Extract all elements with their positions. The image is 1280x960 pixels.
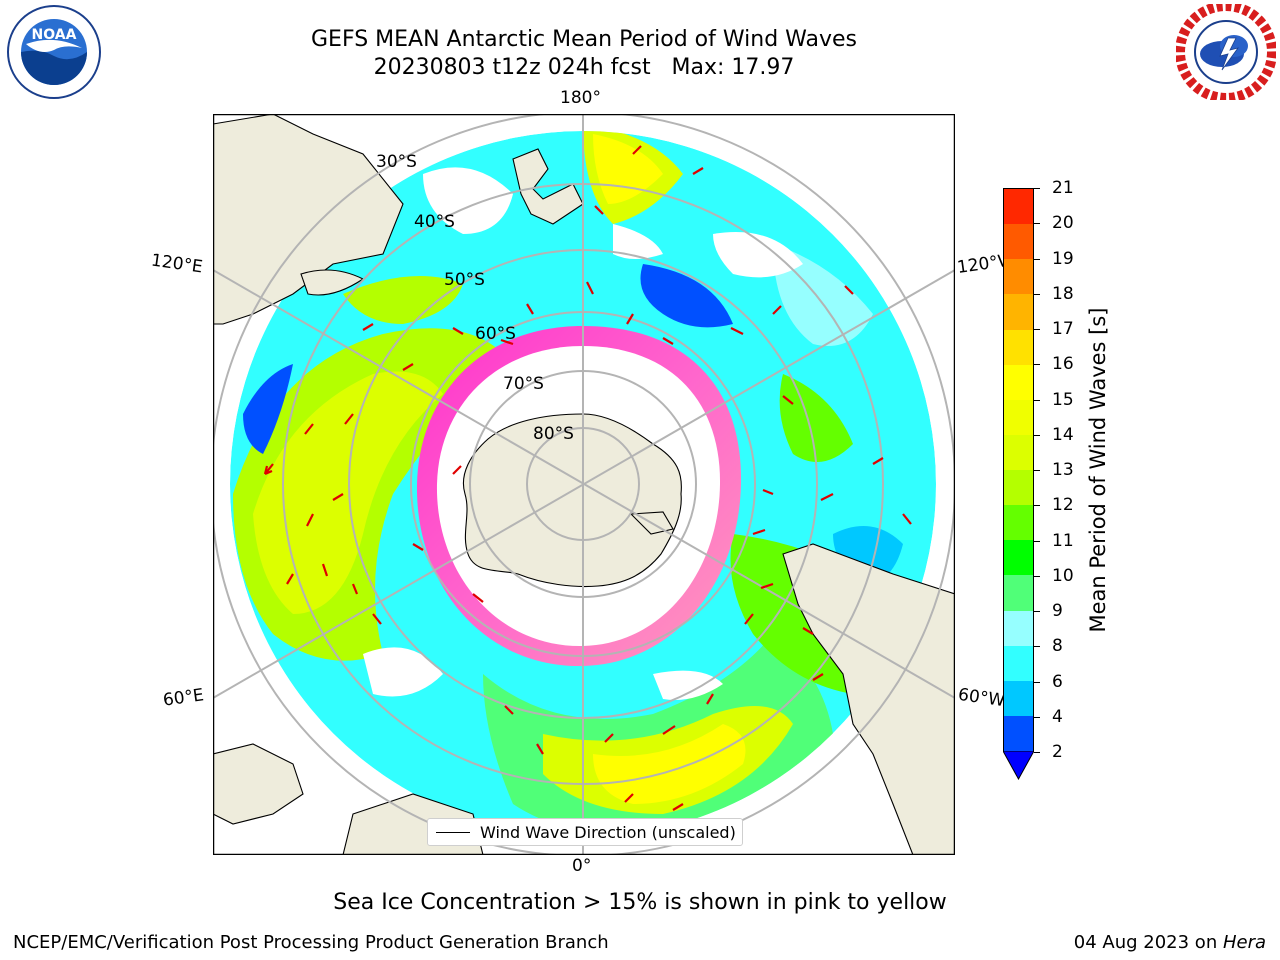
colorbar-tick-label: 18 — [1052, 283, 1074, 304]
colorbar-tick-mark — [1034, 399, 1040, 401]
australia-landmass — [213, 114, 404, 325]
colorbar-ticks: 2 4 6 8 9 10 11 12 13 14 15 16 17 18 19 20 21 — [1034, 178, 1094, 762]
colorbar-tick-label: 14 — [1052, 424, 1074, 445]
colorbar-tick-label: 21 — [1052, 178, 1074, 198]
colorbar-block — [1004, 715, 1033, 751]
lat-label-70s: 70°S — [503, 374, 544, 394]
colorbar-block — [1004, 505, 1033, 541]
colorbar-tick-mark — [1034, 505, 1040, 507]
wind-wave-arrows — [263, 145, 912, 811]
colorbar-tick-label: 19 — [1052, 248, 1074, 269]
colorbar-tick-mark — [1034, 575, 1040, 577]
south-america-landmass — [782, 543, 955, 855]
colorbar-block — [1004, 329, 1033, 365]
colorbar — [1003, 188, 1034, 780]
legend-label: Wind Wave Direction (unscaled) — [480, 822, 736, 842]
colorbar-tick-label: 12 — [1052, 495, 1074, 516]
colorbar-block — [1004, 575, 1033, 611]
colorbar-tick-label: 16 — [1052, 354, 1074, 375]
colorbar-tick-label: 9 — [1052, 601, 1063, 621]
colorbar-label: Mean Period of Wind Waves [s] — [1086, 307, 1110, 633]
colorbar-tick-label: 20 — [1052, 213, 1074, 234]
nws-logo — [1175, 1, 1277, 103]
colorbar-block — [1004, 540, 1033, 576]
graticule — [213, 114, 955, 855]
colorbar-tick-label: 11 — [1052, 530, 1074, 551]
colorbar-tick-label: 15 — [1052, 389, 1074, 410]
lon-label-60e: 60°E — [161, 685, 206, 711]
lat-label-80s: 80°S — [533, 424, 574, 444]
lat-label-60s: 60°S — [475, 324, 516, 344]
sea-ice-note: Sea Ice Concentration > 15% is shown in … — [333, 890, 947, 915]
lon-label-60w: 60°W — [956, 684, 1007, 712]
colorbar-block — [1004, 224, 1033, 260]
colorbar-tick-mark — [1034, 646, 1040, 648]
footer-date-text: 04 Aug 2023 on — [1073, 932, 1223, 953]
lon-label-180: 180° — [560, 88, 601, 108]
colorbar-tick-mark — [1034, 188, 1040, 189]
colorbar-tick-mark — [1034, 434, 1040, 436]
colorbar-tick-mark — [1034, 716, 1040, 718]
colorbar-tick-mark — [1034, 258, 1040, 260]
colorbar-tick-mark — [1034, 223, 1040, 225]
map-panel — [213, 114, 955, 855]
colorbar-tick-label: 6 — [1052, 671, 1063, 692]
colorbar-tick-mark — [1034, 293, 1040, 295]
chart-title: GEFS MEAN Antarctic Mean Period of Wind … — [311, 27, 857, 52]
colorbar-tick-label: 8 — [1052, 636, 1063, 657]
colorbar-tick-mark — [1034, 329, 1040, 330]
colorbar-block — [1004, 189, 1033, 225]
colorbar-block — [1004, 434, 1033, 470]
colorbar-blocks — [1003, 188, 1034, 752]
lat-label-40s: 40°S — [414, 212, 455, 232]
colorbar-block — [1004, 470, 1033, 506]
noaa-logo: NOAA — [4, 4, 104, 104]
lon-label-120e: 120°E — [149, 250, 204, 278]
colorbar-tick-mark — [1034, 540, 1040, 542]
colorbar-block — [1004, 610, 1033, 646]
lon-label-0: 0° — [572, 856, 592, 876]
chart-subtitle: 20230803 t12z 024h fcst Max: 17.97 — [373, 55, 795, 80]
colorbar-block — [1004, 294, 1033, 330]
legend-line-swatch — [436, 831, 470, 833]
africa-landmass — [213, 743, 304, 825]
svg-text:NOAA: NOAA — [32, 27, 77, 43]
footer-machine: Hera — [1222, 932, 1266, 953]
lat-label-50s: 50°S — [444, 270, 485, 290]
footer-branch: NCEP/EMC/Verification Post Processing Pr… — [13, 932, 609, 953]
colorbar-tick-label: 2 — [1052, 742, 1063, 762]
colorbar-tick-label: 13 — [1052, 460, 1074, 480]
colorbar-tick-label: 10 — [1052, 565, 1074, 586]
colorbar-tick-mark — [1034, 611, 1040, 612]
colorbar-extend-triangle — [1003, 751, 1034, 780]
lat-label-30s: 30°S — [376, 152, 417, 172]
colorbar-block — [1004, 680, 1033, 716]
colorbar-block — [1004, 364, 1033, 400]
colorbar-tick-mark — [1034, 681, 1040, 683]
map-legend: Wind Wave Direction (unscaled) — [427, 818, 743, 846]
colorbar-tick-label: 17 — [1052, 319, 1074, 339]
colorbar-tick-mark — [1034, 470, 1040, 471]
colorbar-block — [1004, 645, 1033, 681]
colorbar-tick-mark — [1034, 364, 1040, 366]
colorbar-tick-mark — [1034, 752, 1040, 753]
footer-date: 04 Aug 2023 on Hera — [1074, 932, 1266, 953]
colorbar-tick-label: 4 — [1052, 706, 1063, 727]
colorbar-block — [1004, 259, 1033, 295]
colorbar-block — [1004, 399, 1033, 435]
